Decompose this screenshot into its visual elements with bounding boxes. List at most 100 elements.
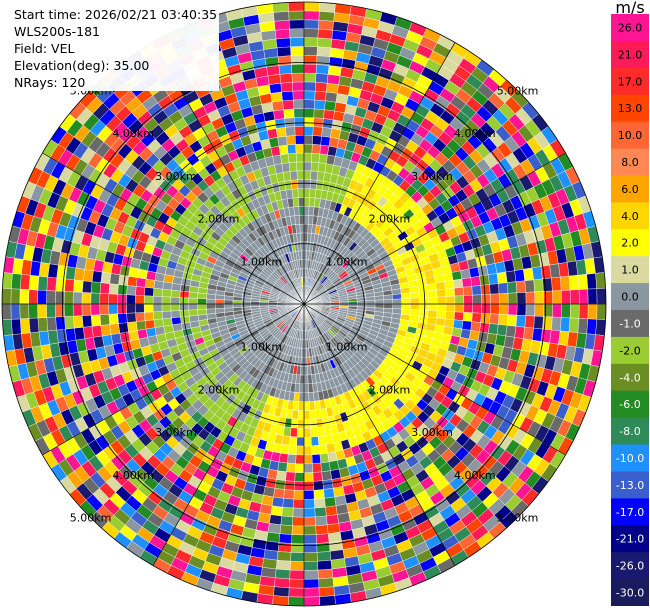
velocity-gate [392,293,402,300]
velocity-gate [99,282,110,294]
velocity-gate [326,514,339,525]
velocity-gate [311,144,321,154]
ppi-plot: 1.00km 1.00km 1.00km 1.00km 2.00km 2.00km 2.00… [1,1,607,607]
velocity-gate [295,224,301,234]
velocity-gate [273,11,290,22]
velocity-gate [314,507,327,518]
velocity-gate [128,330,140,342]
velocity-gate [319,595,336,606]
velocity-gate [586,273,597,290]
velocity-gate [108,293,118,305]
velocity-gate [316,46,332,57]
velocity-gate [282,99,294,110]
velocity-gate [117,294,127,305]
velocity-gate [283,108,295,119]
colorbar-unit: m/s [615,0,645,17]
velocity-gate [232,300,243,305]
velocity-gate [307,365,312,376]
velocity-gate [288,436,298,447]
velocity-gate [427,310,438,319]
velocity-gate [153,311,163,320]
azimuth-spoke [303,303,566,456]
velocity-gate [461,277,472,288]
velocity-gate [543,303,553,318]
velocity-gate [303,587,320,598]
velocity-gate [318,11,335,22]
velocity-gate [275,568,291,580]
velocity-gate [515,280,526,293]
velocity-gate [417,284,428,293]
velocity-gate [299,215,305,225]
velocity-gate [533,315,544,330]
velocity-gate [296,436,305,447]
velocity-gate [303,188,311,198]
velocity-gate [270,505,283,517]
azimuth-spoke [152,303,305,566]
colorbar-label: 6.0 [621,183,639,196]
velocity-gate [543,290,553,305]
velocity-gate [90,281,101,294]
velocity-gate [303,428,312,438]
velocity-gate [310,161,320,172]
velocity-gate [296,161,305,172]
velocity-gate [383,299,393,305]
velocity-gate [490,303,500,315]
velocity-gate [516,292,527,305]
velocity-gate [64,291,74,305]
velocity-gate [310,427,319,438]
velocity-gate [295,445,305,456]
velocity-gate [274,479,286,490]
velocity-gate [525,303,536,317]
velocity-gate [290,46,305,56]
velocity-gate [507,281,518,294]
velocity-gate [268,137,280,148]
velocity-gate [275,560,291,571]
velocity-gate [303,383,309,393]
velocity-gate [308,401,316,411]
velocity-gate [409,285,419,294]
velocity-gate [179,297,189,305]
velocity-gate [232,303,243,308]
start-time-text: Start time: 2026/02/21 03:40:35 [14,7,218,22]
velocity-gate [126,312,137,323]
velocity-gate [293,206,300,216]
velocity-gate [293,490,305,500]
velocity-gate [401,298,411,305]
velocity-gate [108,313,119,325]
velocity-gate [271,100,284,112]
velocity-gate [109,273,121,285]
colorbar-swatch [611,310,649,338]
velocity-gate [46,316,57,332]
velocity-gate [290,179,299,190]
colorbar-swatch [611,67,649,96]
velocity-gate [308,392,315,402]
info-panel: Start time: 2026/02/21 03:40:35 WLS200s-… [12,6,220,91]
velocity-gate [300,232,305,243]
velocity-gate [427,289,438,298]
velocity-gate [327,451,338,463]
velocity-gate [271,496,284,508]
velocity-gate [313,480,324,491]
velocity-gate [117,303,127,314]
velocity-gate [28,303,39,319]
velocity-gate [496,271,508,284]
velocity-gates [1,1,607,607]
velocity-gate [289,28,305,39]
velocity-gate [374,299,385,305]
range-ring-labels: 1.00km 1.00km 1.00km 1.00km 2.00km 2.00km 2.00… [70,85,539,525]
velocity-gate [312,135,322,146]
velocity-gate [524,315,535,329]
velocity-gate [179,303,189,311]
velocity-gate [303,28,319,39]
colorbar-label: 1.0 [621,264,639,277]
velocity-gate [303,348,307,358]
velocity-gate [320,136,331,147]
velocity-gate [273,109,285,121]
velocity-gate [303,552,318,562]
velocity-gate [82,315,93,328]
velocity-gate [303,516,316,527]
range-ring-label: 4.00km [454,127,496,140]
velocity-gate [206,298,216,305]
velocity-gate [197,308,207,316]
velocity-gate [507,292,518,305]
